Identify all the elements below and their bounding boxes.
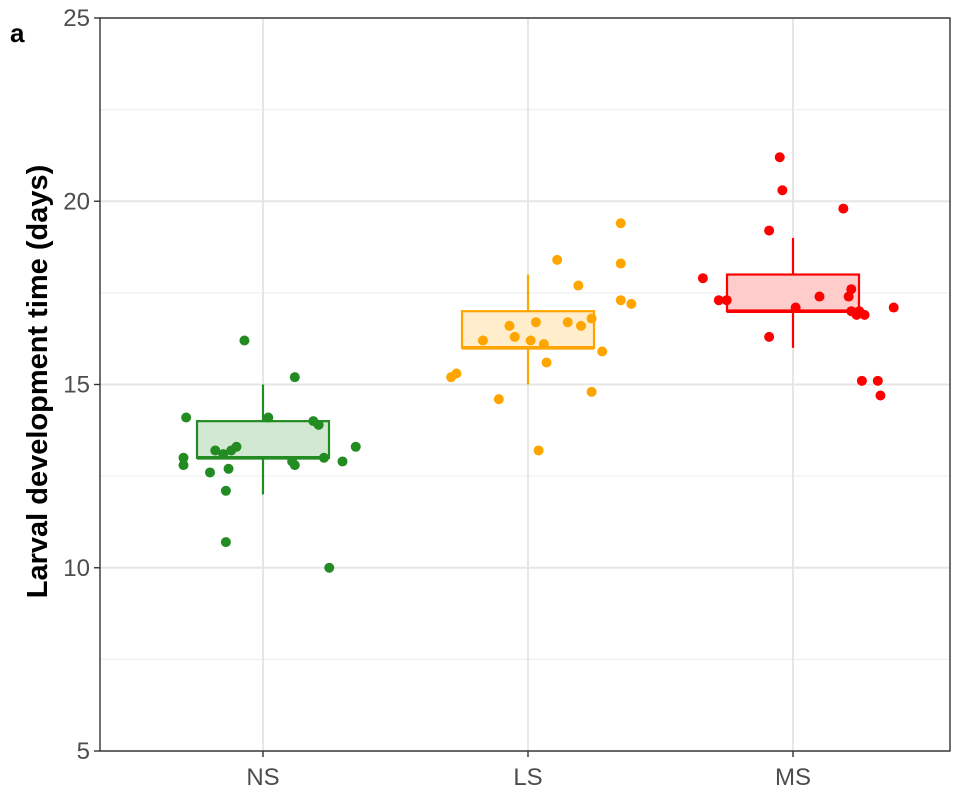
data-point-ls	[626, 298, 637, 309]
data-point-ms	[721, 295, 732, 306]
data-point-ls	[530, 317, 541, 328]
y-tick-label: 25	[63, 5, 90, 32]
data-point-ns	[289, 372, 300, 383]
data-point-ms	[764, 331, 775, 342]
data-point-ms	[846, 284, 857, 295]
data-point-ms	[764, 225, 775, 236]
data-point-ms	[713, 295, 724, 306]
data-point-ls	[586, 386, 597, 397]
data-point-ns	[218, 449, 229, 460]
data-point-ls	[509, 331, 520, 342]
data-point-ms	[838, 203, 849, 214]
data-point-ls	[525, 335, 536, 346]
data-point-ls	[597, 346, 608, 357]
y-tick-label: 5	[77, 738, 90, 765]
axes: 5 10 15 20 25 NS LS MS	[63, 5, 811, 791]
data-point-ms	[872, 375, 883, 386]
data-point-ms	[859, 309, 870, 320]
data-point-ns	[350, 441, 361, 452]
x-tick-label: NS	[246, 764, 279, 791]
x-tick-label: LS	[513, 764, 542, 791]
data-point-ms	[697, 273, 708, 284]
data-point-ls	[615, 295, 626, 306]
data-point-ms	[790, 302, 801, 313]
y-axis-label: Larval development time (days)	[22, 165, 54, 599]
data-point-ns	[181, 412, 192, 423]
data-points	[178, 152, 899, 573]
data-point-ls	[615, 258, 626, 269]
data-point-ls	[552, 254, 563, 265]
data-point-ls	[573, 280, 584, 291]
data-point-ms	[777, 185, 788, 196]
data-point-ns	[210, 445, 221, 456]
data-point-ls	[562, 317, 573, 328]
data-point-ns	[223, 463, 234, 474]
y-tick-label: 20	[63, 188, 90, 215]
data-point-ns	[205, 467, 215, 478]
data-point-ls	[541, 357, 552, 368]
data-point-ls	[538, 339, 549, 350]
data-point-ms	[875, 390, 886, 401]
data-point-ls	[493, 394, 504, 405]
data-point-ms	[774, 152, 785, 163]
data-point-ls	[504, 320, 515, 331]
data-point-ns	[318, 452, 329, 463]
x-tick-label: MS	[775, 764, 811, 791]
data-point-ns	[178, 452, 189, 463]
data-point-ls	[576, 320, 586, 331]
y-tick-label: 15	[63, 372, 90, 399]
data-point-ls	[477, 335, 488, 346]
data-point-ns	[324, 562, 335, 573]
data-point-ls	[615, 218, 626, 229]
data-point-ms	[814, 291, 825, 302]
data-point-ns	[313, 419, 324, 430]
data-point-ms	[856, 375, 867, 386]
data-point-ms	[888, 302, 899, 313]
data-point-ns	[220, 537, 231, 548]
data-point-ns	[263, 412, 274, 423]
data-point-ns	[239, 335, 250, 346]
data-point-ns	[231, 441, 242, 452]
data-point-ns	[178, 460, 189, 471]
data-point-ns	[337, 456, 348, 467]
data-point-ns	[289, 460, 300, 471]
data-point-ls	[586, 313, 597, 324]
data-point-ls	[533, 445, 544, 456]
data-point-ns	[220, 485, 231, 496]
y-tick-label: 10	[63, 555, 90, 582]
data-point-ls	[451, 368, 462, 379]
panel-label: a	[10, 18, 25, 48]
